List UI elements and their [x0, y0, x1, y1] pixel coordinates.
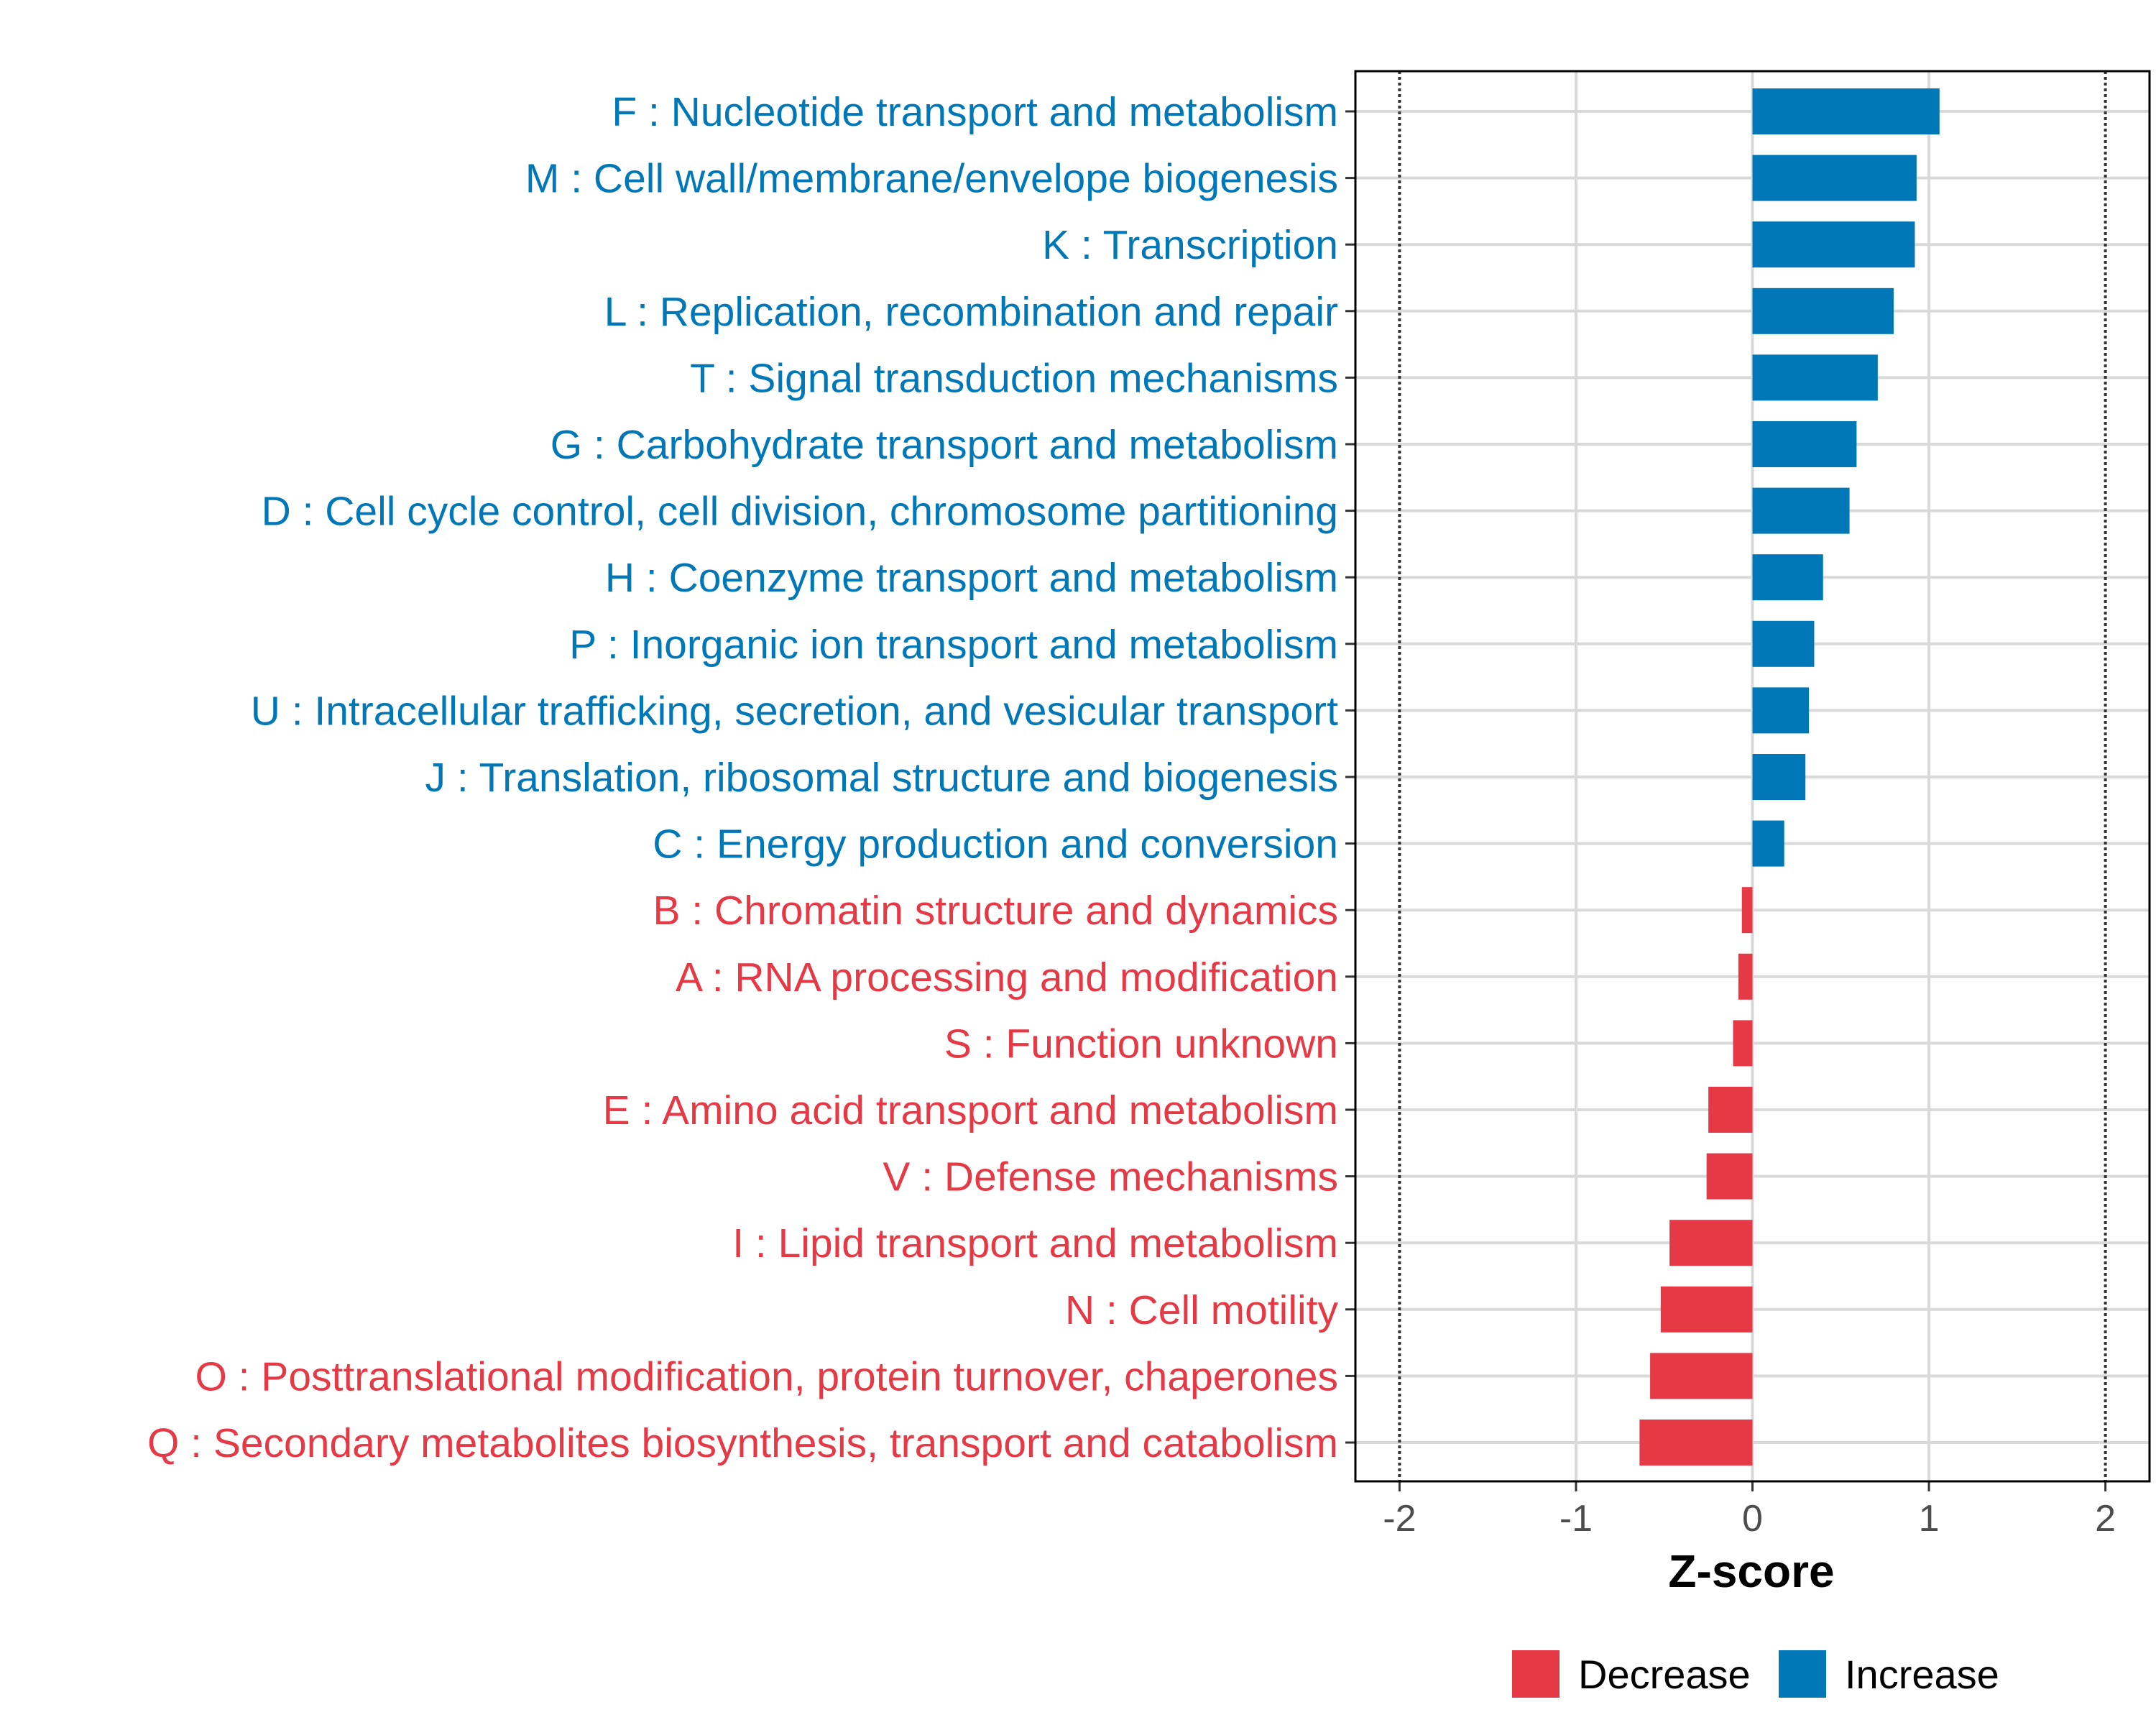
bar [1660, 1286, 1753, 1333]
category-label: U : Intracellular trafficking, secretion… [251, 688, 1338, 734]
bar [1752, 754, 1806, 800]
category-label: G : Carbohydrate transport and metabolis… [550, 422, 1338, 468]
category-label: D : Cell cycle control, cell division, c… [262, 489, 1338, 535]
category-label: Q : Secondary metabolites biosynthesis, … [147, 1420, 1338, 1466]
category-label: B : Chromatin structure and dynamics [653, 888, 1338, 934]
category-label: H : Coenzyme transport and metabolism [605, 555, 1338, 601]
bar [1752, 288, 1894, 334]
legend: Decrease Increase [1512, 1650, 1999, 1698]
category-label: P : Inorganic ion transport and metaboli… [569, 622, 1338, 668]
bar [1752, 620, 1815, 667]
bar [1733, 1020, 1753, 1067]
x-tick-label: 1 [1919, 1498, 1940, 1540]
bar [1708, 1087, 1753, 1133]
bar [1650, 1353, 1753, 1399]
category-label: E : Amino acid transport and metabolism [603, 1087, 1338, 1133]
category-label: S : Function unknown [944, 1021, 1338, 1067]
category-label: M : Cell wall/membrane/envelope biogenes… [525, 156, 1338, 202]
bar [1752, 687, 1810, 734]
x-axis-title: Z-score [1668, 1545, 1834, 1597]
category-labels: F : Nucleotide transport and metabolism M… [147, 89, 1339, 1466]
bar [1741, 887, 1753, 934]
category-label: I : Lipid transport and metabolism [732, 1220, 1338, 1266]
bar [1752, 820, 1784, 867]
bars [1639, 88, 1940, 1466]
bar [1752, 221, 1915, 268]
bar [1639, 1420, 1753, 1466]
legend-label-increase: Increase [1845, 1652, 1999, 1697]
category-label: A : RNA processing and modification [676, 954, 1338, 1000]
bar [1706, 1153, 1753, 1200]
x-tick-label: -2 [1383, 1498, 1416, 1540]
category-label: N : Cell motility [1065, 1287, 1339, 1333]
category-label: O : Posttranslational modification, prot… [195, 1353, 1338, 1399]
category-label: J : Translation, ribosomal structure and… [425, 755, 1338, 801]
bar [1669, 1220, 1753, 1266]
category-label: T : Signal transduction mechanisms [690, 355, 1338, 401]
x-tick-label: -1 [1560, 1498, 1593, 1540]
category-label: C : Energy production and conversion [653, 822, 1338, 868]
legend-label-decrease: Decrease [1578, 1652, 1751, 1697]
bar [1752, 487, 1850, 534]
bar [1752, 88, 1940, 134]
category-label: L : Replication, recombination and repai… [604, 289, 1338, 335]
bar [1738, 953, 1753, 1000]
bar [1752, 155, 1917, 201]
x-axis: -2 -1 0 1 2 [1345, 110, 2116, 1540]
category-label: V : Defense mechanisms [883, 1154, 1338, 1200]
bar [1752, 421, 1857, 467]
bar [1752, 554, 1823, 601]
legend-key-increase [1779, 1650, 1826, 1698]
bar [1752, 354, 1878, 401]
x-tick-label: 0 [1742, 1498, 1763, 1540]
plot-panel-border [1354, 70, 2151, 1483]
x-tick-label: 2 [2095, 1498, 2116, 1540]
category-label: F : Nucleotide transport and metabolism [612, 89, 1338, 135]
category-label: K : Transcription [1042, 222, 1338, 268]
legend-key-decrease [1512, 1650, 1560, 1698]
